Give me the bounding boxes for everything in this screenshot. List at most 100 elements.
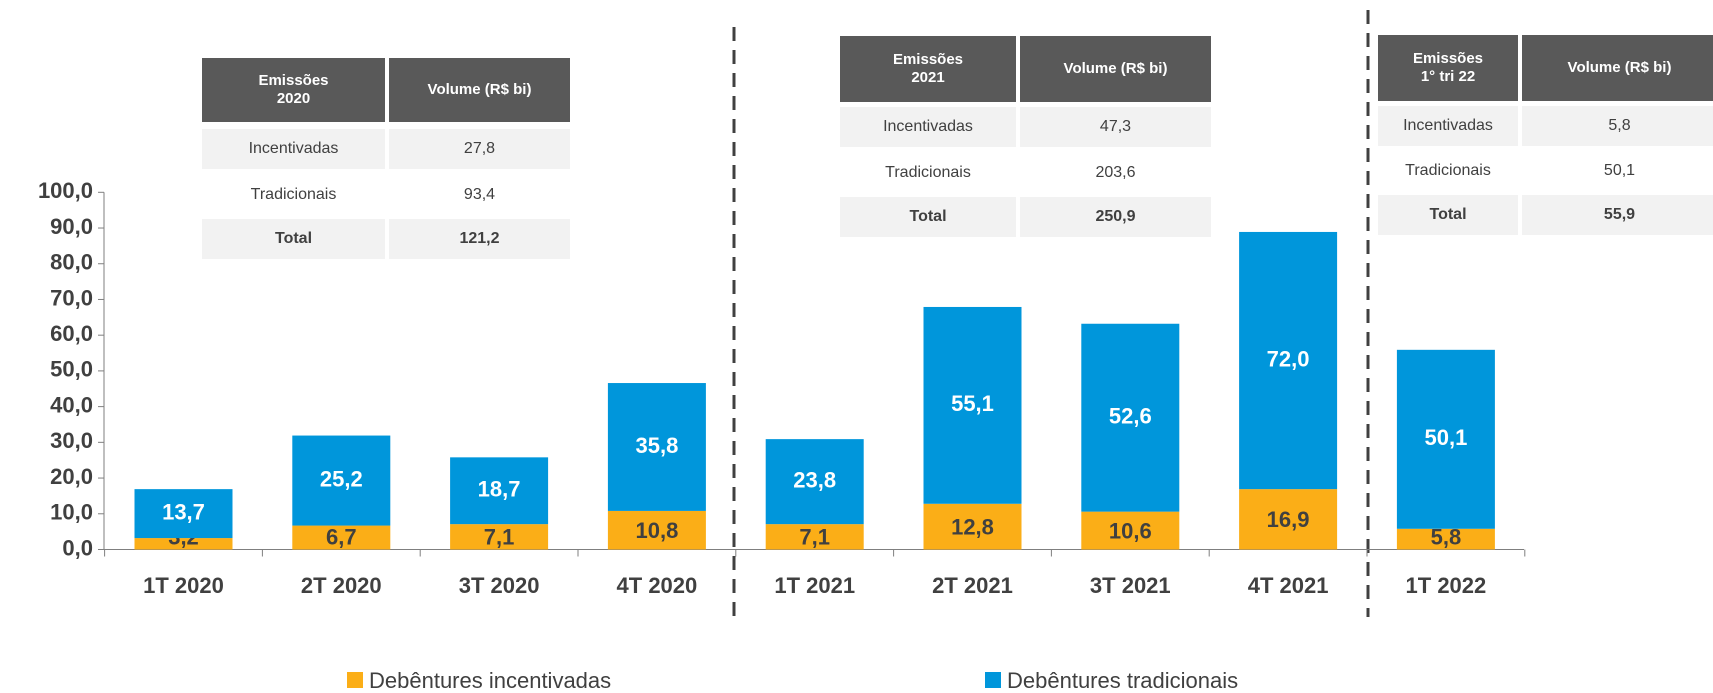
bar-segment [292, 435, 391, 526]
table-cell-text: 47,3 [1100, 118, 1131, 135]
table-header-text: Volume (R$ bi) [1064, 60, 1168, 77]
x-tick-label: 1T 2021 [774, 573, 855, 598]
value-label: 35,8 [635, 433, 678, 458]
table-cell-text: 203,6 [1095, 164, 1135, 181]
table-cell [1020, 153, 1211, 193]
x-tick-label: 1T 2022 [1406, 573, 1487, 598]
y-tick-label: 90,0 [50, 214, 93, 239]
table-cell-text: 50,1 [1604, 162, 1635, 179]
y-tick-label: 10,0 [50, 500, 93, 525]
table-cell [1378, 195, 1518, 235]
value-label: 72,0 [1267, 346, 1310, 371]
table-cell-text: 27,8 [464, 140, 495, 157]
y-tick-label: 60,0 [50, 321, 93, 346]
table-cell [840, 107, 1016, 147]
y-tick-label: 80,0 [50, 250, 93, 275]
table-cell-text: Incentivadas [1403, 117, 1493, 134]
table-cell-text: Incentivadas [249, 140, 339, 157]
table-cell [389, 219, 570, 259]
value-label: 16,9 [1267, 507, 1310, 532]
table-header-cell [1378, 35, 1518, 101]
x-tick-label: 3T 2021 [1090, 573, 1171, 598]
table-cell [1378, 106, 1518, 146]
x-tick-label: 4T 2020 [617, 573, 698, 598]
bar-segment [1396, 349, 1495, 529]
bar-segment [292, 525, 391, 550]
x-tick-label: 4T 2021 [1248, 573, 1329, 598]
table-header-cell [840, 36, 1016, 102]
value-label: 23,8 [793, 467, 836, 492]
table-header-cell [1522, 35, 1713, 101]
table-cell-text: Total [275, 230, 312, 247]
value-label: 7,1 [484, 524, 515, 549]
value-label: 18,7 [478, 477, 521, 502]
table-cell [1522, 151, 1713, 191]
value-label: 12,8 [951, 514, 994, 539]
table-cell [1522, 195, 1713, 235]
bar-segment [607, 383, 706, 511]
legend-swatch [347, 672, 363, 688]
bar-segment [1239, 489, 1338, 550]
y-tick-label: 40,0 [50, 392, 93, 417]
value-label: 7,1 [799, 524, 830, 549]
y-tick-label: 100,0 [38, 178, 93, 203]
table-cell-text: Tradicionais [251, 186, 337, 203]
y-tick-label: 0,0 [62, 535, 93, 560]
table-header-text: Volume (R$ bi) [1568, 59, 1672, 76]
table-header-text: Emissões 2021 [893, 51, 963, 86]
table-cell-text: 5,8 [1608, 117, 1630, 134]
y-tick-label: 20,0 [50, 464, 93, 489]
x-tick-label: 3T 2020 [459, 573, 540, 598]
table-cell-text: Total [909, 208, 946, 225]
value-label: 55,1 [951, 391, 994, 416]
value-label: 25,2 [320, 466, 363, 491]
bar-segment [1081, 511, 1180, 550]
table-cell [202, 219, 385, 259]
bar-segment [923, 306, 1022, 504]
bar-segment [450, 524, 549, 550]
table-cell [1020, 107, 1211, 147]
legend-label: Debêntures tradicionais [1007, 668, 1238, 693]
table-cell [840, 197, 1016, 237]
table-cell-text: 250,9 [1095, 208, 1135, 225]
x-tick-label: 2T 2021 [932, 573, 1013, 598]
table-cell [840, 153, 1016, 193]
table-cell [389, 129, 570, 169]
table-header-cell [1020, 36, 1211, 102]
bar-segment [134, 538, 233, 550]
bar-segment [607, 510, 706, 550]
table-cell-text: 55,9 [1604, 206, 1635, 223]
value-label: 52,6 [1109, 404, 1152, 429]
bar-segment [923, 503, 1022, 550]
table-cell-text: Tradicionais [885, 164, 971, 181]
x-tick-label: 2T 2020 [301, 573, 382, 598]
y-tick-label: 30,0 [50, 428, 93, 453]
table-cell [202, 129, 385, 169]
value-label: 10,6 [1109, 518, 1152, 543]
table-cell [1020, 197, 1211, 237]
table-cell-text: Tradicionais [1405, 162, 1491, 179]
table-header-cell [389, 58, 570, 122]
y-tick-label: 70,0 [50, 285, 93, 310]
legend-swatch [985, 672, 1001, 688]
table-header-text: Volume (R$ bi) [428, 81, 532, 98]
bar-segment [450, 457, 549, 525]
table-cell [202, 175, 385, 215]
legend-label: Debêntures incentivadas [369, 668, 611, 693]
bar-segment [1081, 323, 1180, 512]
table-cell [389, 175, 570, 215]
value-label: 10,8 [635, 518, 678, 543]
table-header-text: Emissões 2020 [258, 72, 328, 107]
bar-segment [1396, 528, 1495, 550]
value-label: 50,1 [1424, 425, 1467, 450]
table-cell-text: Total [1429, 206, 1466, 223]
table-cell-text: Incentivadas [883, 118, 973, 135]
table-cell [1522, 106, 1713, 146]
table-header-text: Emissões 1° tri 22 [1413, 50, 1483, 85]
table-cell-text: 93,4 [464, 186, 495, 203]
bar-segment [765, 524, 864, 550]
bar-segment [1239, 231, 1338, 490]
value-label: 13,7 [162, 499, 205, 524]
bar-segment [765, 439, 864, 525]
